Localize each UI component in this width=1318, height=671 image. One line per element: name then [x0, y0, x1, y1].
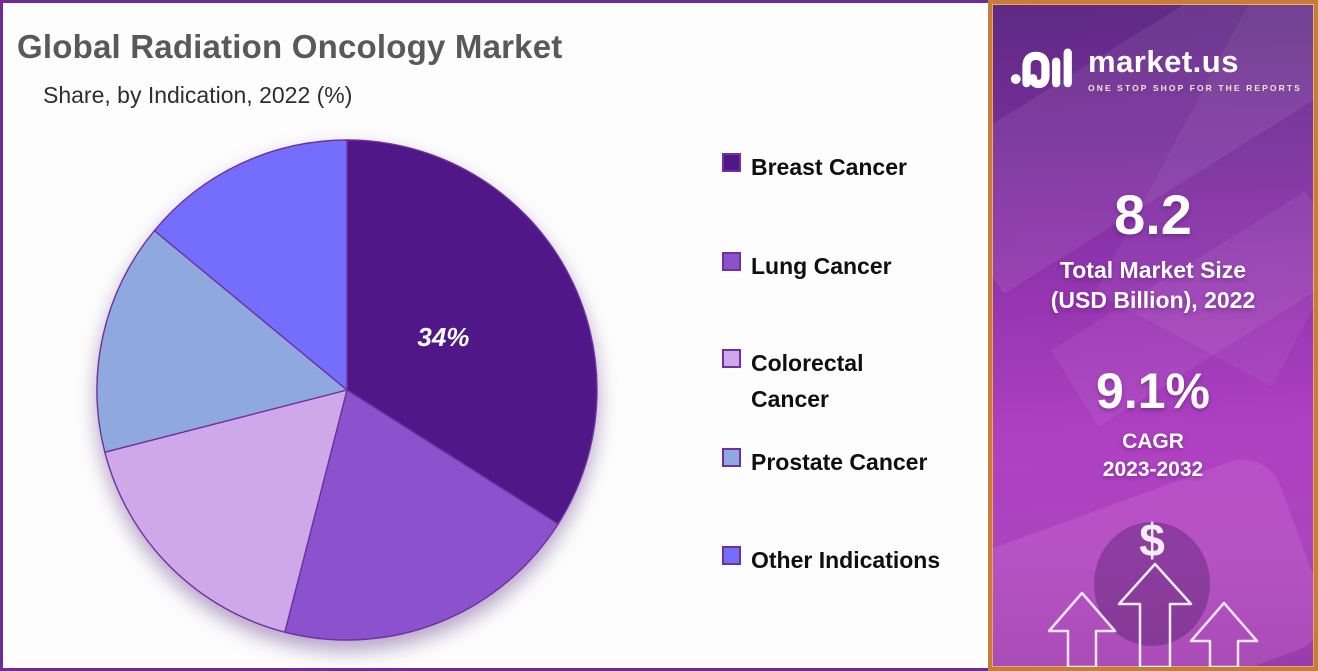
market-size-value: 8.2	[1114, 183, 1192, 246]
pie-chart: 34%	[87, 130, 607, 650]
legend-item-prostate-cancer: Prostate Cancer	[722, 445, 927, 481]
legend-swatch-breast-cancer	[722, 153, 741, 172]
legend-swatch-prostate-cancer	[722, 448, 741, 467]
pie-chart-svg: 34%	[96, 139, 598, 641]
legend-label: Other Indications	[751, 547, 941, 573]
pie-slice-prostate-cancer	[96, 229, 348, 453]
pie-slice-breast-cancer	[346, 139, 598, 525]
market-size-label: Total Market Size (USD Billion), 2022	[1050, 257, 1256, 313]
brand-sidebar: market.us ONE STOP SHOP FOR THE REPORTS …	[988, 0, 1318, 671]
legend-swatch-colorectal-cancer	[722, 349, 741, 368]
legend-label: Colorectal Cancer	[751, 350, 864, 412]
page-subtitle: Share, by Indication, 2022 (%)	[43, 82, 353, 108]
legend-item-breast-cancer: Breast Cancer	[722, 150, 907, 186]
pie-slice-lung-cancer	[284, 389, 559, 641]
legend-item-colorectal-cancer: Colorectal Cancer	[722, 346, 891, 417]
legend-label: Prostate Cancer	[751, 449, 928, 475]
legend-item-other-indications: Other Indications	[722, 543, 940, 579]
legend-swatch-lung-cancer	[722, 252, 741, 271]
marketus-logo-icon	[1010, 48, 1072, 89]
page-title: Global Radiation Oncology Market	[17, 28, 563, 65]
brand-text: market.us ONE STOP SHOP FOR THE REPORTS	[1088, 40, 1302, 93]
brand-name: market.us	[1088, 44, 1239, 79]
legend-label: Lung Cancer	[751, 253, 892, 279]
growth-arrows-icon: $	[1047, 514, 1259, 667]
legend: Breast Cancer Lung Cancer Colorectal Can…	[722, 0, 982, 671]
pie-slice-colorectal-cancer	[104, 389, 348, 633]
pie-slice-other-indications	[153, 139, 348, 391]
chart-panel: Global Radiation Oncology Market Share, …	[17, 0, 982, 671]
brand-header: market.us ONE STOP SHOP FOR THE REPORTS	[1010, 40, 1302, 93]
dollar-sign-icon: $	[1139, 514, 1165, 566]
legend-item-lung-cancer: Lung Cancer	[722, 249, 892, 285]
cagr-label: CAGR 2023-2032	[1102, 430, 1204, 482]
legend-label: Breast Cancer	[751, 154, 907, 180]
pie-slice-label: 34%	[417, 322, 469, 352]
legend-swatch-other-indications	[722, 546, 741, 565]
brand-tagline: ONE STOP SHOP FOR THE REPORTS	[1088, 83, 1302, 93]
cagr-value: 9.1%	[1096, 363, 1210, 419]
